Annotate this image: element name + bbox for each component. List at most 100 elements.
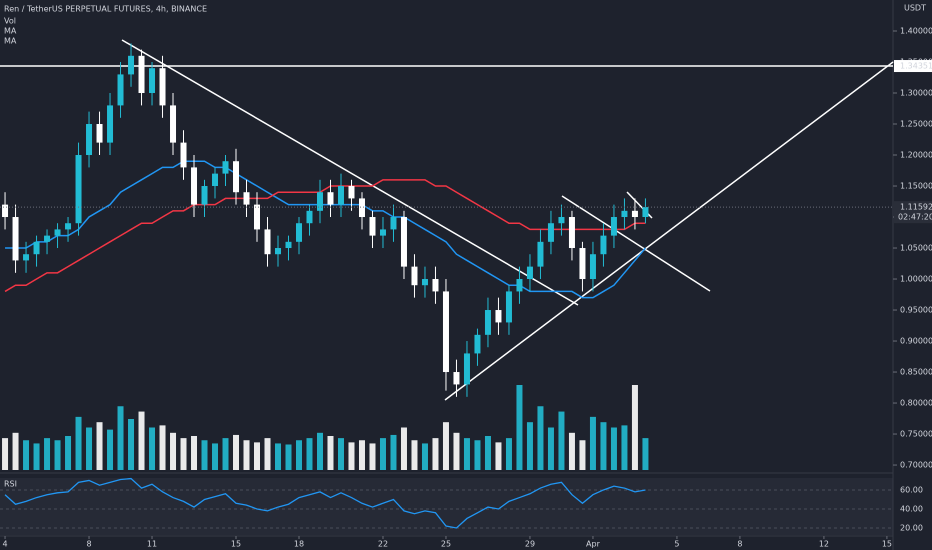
candle-body xyxy=(274,248,281,255)
candle-body xyxy=(453,372,460,385)
volume-bar xyxy=(138,411,145,470)
candle-body xyxy=(579,248,586,280)
x-tick-label: 15 xyxy=(231,540,241,549)
last-price-tag xyxy=(894,201,932,224)
candle-body xyxy=(138,55,145,94)
candle-body xyxy=(610,217,617,236)
candle-body xyxy=(128,55,135,75)
volume-bar xyxy=(274,443,281,470)
y-tick-label: 1.30000 xyxy=(900,89,932,98)
rsi-line xyxy=(4,477,646,529)
y-tick-label: 1.00000 xyxy=(900,275,932,284)
candle-body xyxy=(621,210,628,218)
volume-bar xyxy=(180,438,187,470)
candle-body xyxy=(369,217,376,236)
candle-body xyxy=(295,223,302,242)
volume-bar xyxy=(442,422,449,470)
moving-average xyxy=(4,179,646,293)
x-tick-label: 4 xyxy=(2,540,7,549)
candle-body xyxy=(75,155,82,224)
volume-bar xyxy=(610,427,617,470)
candle-body xyxy=(358,198,365,218)
level-tag xyxy=(894,60,932,73)
candle-body xyxy=(463,353,470,385)
volume-bar xyxy=(484,436,491,470)
candle-body xyxy=(191,167,198,205)
y-tick-label: 0.90000 xyxy=(900,337,932,346)
countdown: 02:47:20 xyxy=(898,213,932,222)
volume-bar xyxy=(579,440,586,470)
candle-body xyxy=(568,217,575,249)
volume-bar xyxy=(254,442,261,470)
volume-bar xyxy=(505,438,512,470)
volume-bar xyxy=(117,406,124,470)
candle-body xyxy=(54,229,61,236)
y-tick-label: 0.85000 xyxy=(900,368,932,377)
candle-body xyxy=(170,105,177,143)
chart-title: Ren / TetherUS PERPETUAL FUTURES, 4h, BI… xyxy=(4,5,207,14)
candle-body xyxy=(180,142,187,168)
volume-bar xyxy=(369,443,376,470)
candle-body xyxy=(86,124,93,156)
candle-body xyxy=(516,279,523,292)
volume-bar xyxy=(54,440,61,470)
candle-body xyxy=(631,210,638,218)
y-tick-label: 0.80000 xyxy=(900,399,932,408)
y-tick-label: 0.95000 xyxy=(900,306,932,315)
volume-bar xyxy=(295,440,302,470)
candle-body xyxy=(411,266,418,286)
candle-body xyxy=(432,279,439,292)
legend-ma: MA xyxy=(4,27,17,36)
volume-bar xyxy=(568,432,575,470)
volume-bar xyxy=(589,416,596,470)
volume-bar xyxy=(44,438,51,470)
candle-body xyxy=(505,291,512,323)
candle-body xyxy=(23,254,30,261)
volume-bar xyxy=(432,438,439,470)
candle-body xyxy=(254,204,261,230)
volume-bar xyxy=(337,438,344,470)
candle-body xyxy=(306,210,313,224)
candle-body xyxy=(400,217,407,267)
rsi-tick-label: 40.00 xyxy=(900,504,923,513)
y-tick-label: 1.15000 xyxy=(900,182,932,191)
y-tick-label: 1.05000 xyxy=(900,244,932,253)
volume-bar xyxy=(128,419,135,470)
volume-bar xyxy=(33,443,40,470)
trendline xyxy=(121,39,579,306)
x-tick-label: 5 xyxy=(674,540,679,549)
y-tick-label: 1.20000 xyxy=(900,151,932,160)
x-tick-label: 22 xyxy=(378,540,388,549)
volume-bar xyxy=(23,440,30,470)
candle-body xyxy=(379,229,386,236)
candle-body xyxy=(159,68,166,106)
candle-body xyxy=(96,124,103,143)
candle-body xyxy=(558,217,565,224)
candle-body xyxy=(107,105,114,143)
x-tick-label: 18 xyxy=(294,540,304,549)
moving-average xyxy=(5,160,647,299)
volume-bar xyxy=(170,432,177,470)
trendline xyxy=(561,195,711,292)
volume-bar xyxy=(86,427,93,470)
volume-bar xyxy=(421,443,428,470)
rsi-label: RSI xyxy=(4,480,17,489)
y-tick-label: 0.70000 xyxy=(900,461,932,470)
volume-bar xyxy=(358,440,365,470)
volume-bar xyxy=(621,425,628,470)
candle-body xyxy=(547,223,554,242)
y-tick-label: 1.40000 xyxy=(900,27,932,36)
candle-body xyxy=(264,229,271,255)
volume-bar xyxy=(316,432,323,470)
volume-bar xyxy=(233,434,240,470)
volume-bar xyxy=(453,432,460,470)
rsi-panel xyxy=(0,478,893,535)
candle-body xyxy=(316,192,323,211)
candle-body xyxy=(243,192,250,205)
legend-ma: MA xyxy=(4,37,17,46)
candle-body xyxy=(44,235,51,242)
volume-bar xyxy=(212,443,219,470)
candle-body xyxy=(201,186,208,205)
